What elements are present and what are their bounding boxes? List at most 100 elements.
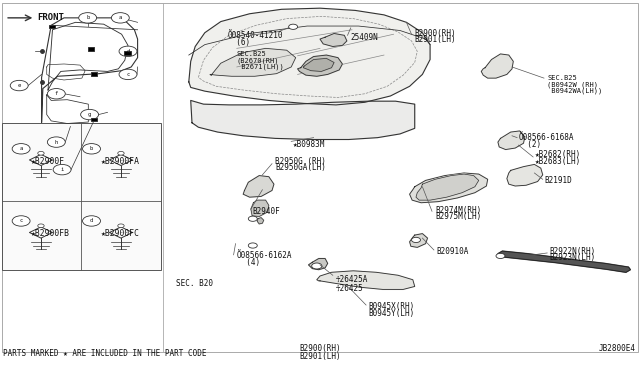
Polygon shape <box>210 48 296 76</box>
Text: B2974M(RH): B2974M(RH) <box>435 206 481 215</box>
Text: (4): (4) <box>237 258 260 267</box>
Text: ★B0983M: ★B0983M <box>293 140 326 149</box>
Text: SEC.B25: SEC.B25 <box>547 75 577 81</box>
Polygon shape <box>257 218 264 224</box>
Circle shape <box>119 69 137 80</box>
Text: d: d <box>126 49 130 54</box>
Text: JB2800E4: JB2800E4 <box>598 344 636 353</box>
Text: B2671(LH)): B2671(LH)) <box>237 64 284 70</box>
Circle shape <box>83 216 100 226</box>
Text: FRONT: FRONT <box>37 13 64 22</box>
Circle shape <box>289 24 298 29</box>
Text: 25409N: 25409N <box>351 33 378 42</box>
Text: e: e <box>17 83 21 88</box>
Text: B2922N(RH): B2922N(RH) <box>549 247 595 256</box>
Text: i: i <box>60 167 64 172</box>
Circle shape <box>248 216 257 221</box>
Polygon shape <box>320 33 347 46</box>
Polygon shape <box>498 131 525 150</box>
Polygon shape <box>243 176 274 197</box>
Polygon shape <box>507 164 543 186</box>
Text: a: a <box>19 146 23 151</box>
Circle shape <box>248 243 257 248</box>
Text: B2191D: B2191D <box>544 176 572 185</box>
Bar <box>49 25 55 28</box>
Text: B2950GA(LH): B2950GA(LH) <box>275 163 326 172</box>
Text: B2940F: B2940F <box>253 207 280 216</box>
Polygon shape <box>317 271 415 289</box>
Text: g: g <box>88 112 92 117</box>
Text: c: c <box>19 218 23 224</box>
Circle shape <box>496 253 505 259</box>
Text: Õ08566-6162A: Õ08566-6162A <box>237 251 292 260</box>
Text: B2923N(LH): B2923N(LH) <box>549 253 595 262</box>
Polygon shape <box>251 200 269 217</box>
Bar <box>91 72 97 76</box>
Circle shape <box>47 137 65 147</box>
Text: B0945X(RH): B0945X(RH) <box>368 302 414 311</box>
Text: h: h <box>54 140 58 145</box>
Text: PARTS MARKED ★ ARE INCLUDED IN THE PART CODE: PARTS MARKED ★ ARE INCLUDED IN THE PART … <box>3 349 207 358</box>
Circle shape <box>12 216 30 226</box>
Text: b: b <box>86 15 90 20</box>
Polygon shape <box>410 234 428 247</box>
Text: B2950G (RH): B2950G (RH) <box>275 157 326 166</box>
Circle shape <box>38 151 44 155</box>
Polygon shape <box>189 8 430 105</box>
Text: (2): (2) <box>518 140 541 149</box>
Bar <box>124 51 131 55</box>
Text: a: a <box>118 15 122 20</box>
Text: (6): (6) <box>227 38 250 47</box>
Circle shape <box>81 109 99 120</box>
Circle shape <box>47 89 65 99</box>
Text: ★B2900F: ★B2900F <box>31 157 65 166</box>
Text: b: b <box>90 146 93 151</box>
Text: ★B2683(LH): ★B2683(LH) <box>535 157 581 166</box>
Text: ★B2900FB: ★B2900FB <box>31 229 70 238</box>
Text: SEC.B25: SEC.B25 <box>237 51 266 57</box>
Bar <box>88 47 94 51</box>
Bar <box>91 118 97 121</box>
Text: B2901(LH): B2901(LH) <box>415 35 456 44</box>
Text: B2975M(LH): B2975M(LH) <box>435 212 481 221</box>
Text: Õ08540-41210: Õ08540-41210 <box>227 31 283 40</box>
Text: ★B2900FA: ★B2900FA <box>101 157 140 166</box>
Bar <box>2 123 161 270</box>
Polygon shape <box>481 54 513 78</box>
Polygon shape <box>298 55 342 76</box>
Circle shape <box>412 237 420 243</box>
Circle shape <box>79 13 97 23</box>
Text: (B2670(RH): (B2670(RH) <box>237 57 279 64</box>
Polygon shape <box>498 251 630 272</box>
Circle shape <box>53 164 71 175</box>
Text: (B0942W (RH): (B0942W (RH) <box>547 81 598 88</box>
Text: Õ08566-6168A: Õ08566-6168A <box>518 133 574 142</box>
Circle shape <box>119 46 137 57</box>
Polygon shape <box>308 259 328 270</box>
Text: B2900(RH): B2900(RH) <box>415 29 456 38</box>
Text: ★B2900FC: ★B2900FC <box>101 229 140 238</box>
Text: c: c <box>126 72 130 77</box>
Circle shape <box>111 13 129 23</box>
Polygon shape <box>191 100 415 140</box>
Polygon shape <box>303 58 334 71</box>
Text: B0945Y(LH): B0945Y(LH) <box>368 309 414 318</box>
Text: ★B2682(RH): ★B2682(RH) <box>535 150 581 159</box>
Text: f: f <box>54 91 58 96</box>
Text: B0942WA(LH)): B0942WA(LH)) <box>547 88 602 94</box>
Polygon shape <box>416 174 479 200</box>
Text: B2901(LH): B2901(LH) <box>300 352 341 360</box>
Text: B2900(RH): B2900(RH) <box>300 344 341 353</box>
Text: d: d <box>90 218 93 224</box>
Circle shape <box>118 151 124 155</box>
Circle shape <box>10 80 28 91</box>
Circle shape <box>38 224 44 228</box>
Circle shape <box>118 224 124 228</box>
Circle shape <box>12 144 30 154</box>
Circle shape <box>83 144 100 154</box>
Circle shape <box>312 263 322 269</box>
Text: SEC. B20: SEC. B20 <box>176 279 213 288</box>
Polygon shape <box>410 173 488 203</box>
Text: B20910A: B20910A <box>436 247 469 256</box>
Text: ☥26425: ☥26425 <box>336 284 364 293</box>
